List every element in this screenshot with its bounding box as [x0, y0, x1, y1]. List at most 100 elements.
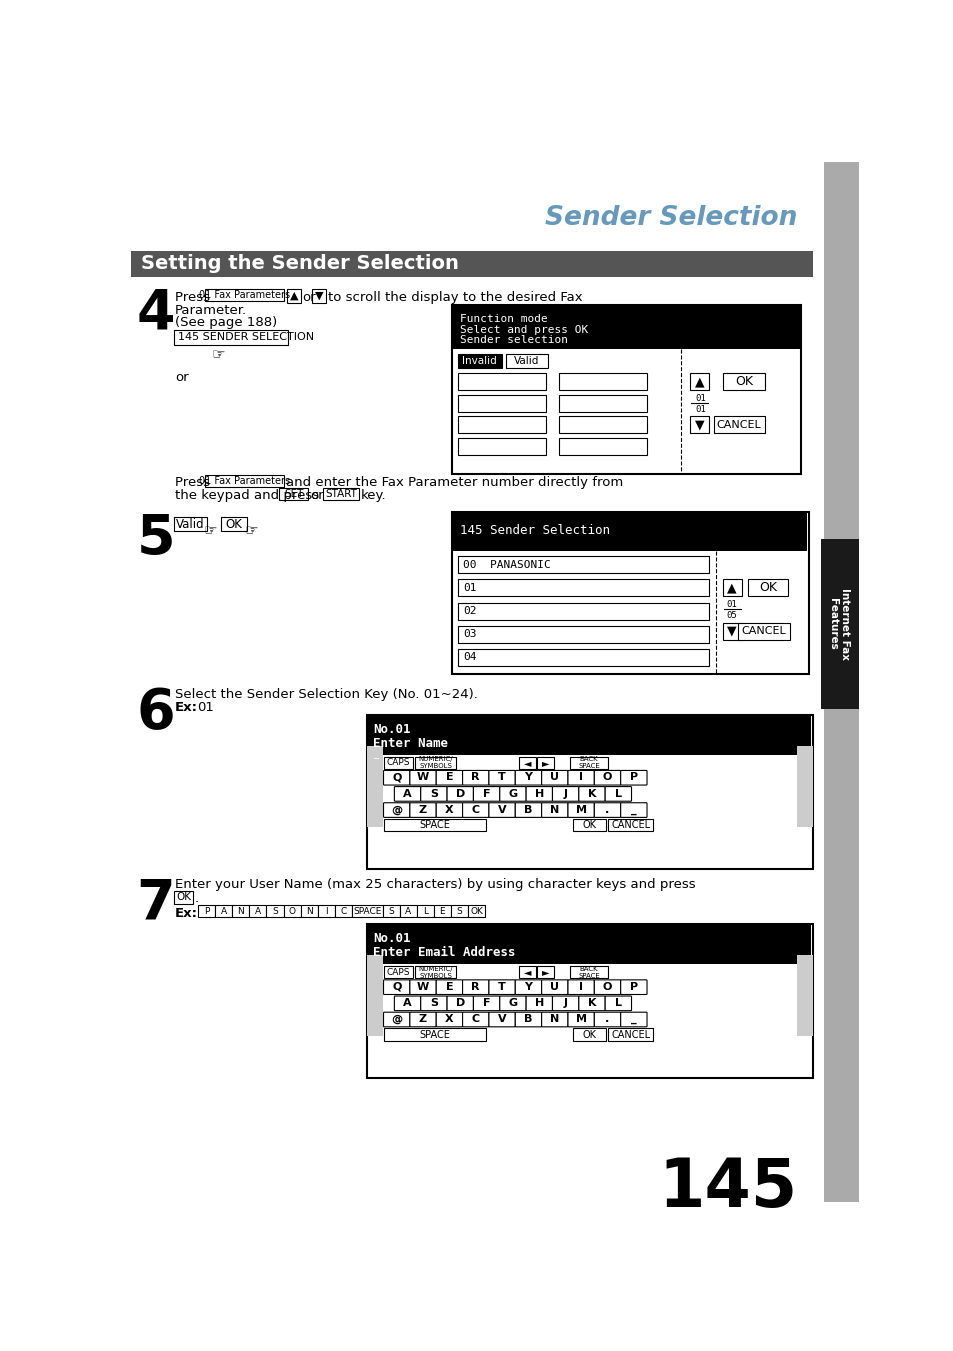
Text: ▲: ▲ — [290, 290, 298, 301]
Text: OK: OK — [582, 1029, 596, 1039]
FancyBboxPatch shape — [335, 905, 352, 917]
FancyBboxPatch shape — [249, 905, 266, 917]
FancyBboxPatch shape — [415, 757, 456, 769]
Text: Ex:: Ex: — [174, 701, 198, 715]
Text: 01 Fax Parameters: 01 Fax Parameters — [199, 476, 290, 486]
FancyBboxPatch shape — [525, 786, 552, 801]
FancyBboxPatch shape — [457, 557, 708, 573]
Text: ►: ► — [541, 967, 549, 977]
Text: CAPS: CAPS — [386, 758, 410, 767]
Text: Enter your User Name (max 25 characters) by using character keys and press: Enter your User Name (max 25 characters)… — [174, 878, 695, 892]
Text: 01: 01 — [196, 701, 213, 715]
FancyBboxPatch shape — [383, 802, 410, 817]
FancyBboxPatch shape — [383, 757, 413, 769]
Text: 145 SENDER SELECTION: 145 SENDER SELECTION — [178, 332, 314, 342]
Text: I: I — [578, 982, 582, 992]
FancyBboxPatch shape — [399, 905, 416, 917]
FancyBboxPatch shape — [541, 770, 567, 785]
Text: I: I — [578, 773, 582, 782]
Text: Enter Name: Enter Name — [373, 736, 448, 750]
FancyBboxPatch shape — [447, 786, 473, 801]
FancyBboxPatch shape — [558, 373, 646, 390]
Text: 03: 03 — [463, 630, 476, 639]
FancyBboxPatch shape — [515, 979, 541, 994]
Text: O: O — [602, 982, 612, 992]
Text: 01: 01 — [695, 405, 705, 413]
Text: Invalid: Invalid — [462, 355, 497, 366]
FancyBboxPatch shape — [499, 996, 525, 1011]
Text: E: E — [445, 982, 453, 992]
Bar — [131, 251, 812, 277]
FancyBboxPatch shape — [505, 354, 547, 367]
Bar — [797, 955, 812, 1036]
Text: Sender Selection: Sender Selection — [544, 204, 797, 231]
Text: Q: Q — [392, 773, 401, 782]
FancyBboxPatch shape — [518, 757, 536, 769]
Text: CANCEL: CANCEL — [740, 626, 785, 636]
FancyBboxPatch shape — [594, 1012, 620, 1027]
Text: SPACE: SPACE — [418, 820, 450, 830]
FancyBboxPatch shape — [462, 802, 488, 817]
Text: P: P — [204, 907, 210, 916]
Text: 6: 6 — [136, 686, 174, 740]
Text: Press: Press — [174, 290, 214, 304]
Text: Z: Z — [418, 805, 427, 815]
FancyBboxPatch shape — [594, 979, 620, 994]
Bar — [452, 304, 801, 474]
Text: N: N — [550, 1015, 558, 1024]
Text: ☞: ☞ — [204, 523, 217, 539]
Text: I: I — [325, 907, 327, 916]
FancyBboxPatch shape — [473, 996, 499, 1011]
FancyBboxPatch shape — [352, 905, 382, 917]
FancyBboxPatch shape — [558, 394, 646, 412]
Text: X: X — [445, 805, 454, 815]
Text: _: _ — [630, 805, 636, 815]
FancyBboxPatch shape — [420, 996, 447, 1011]
Text: _: _ — [373, 748, 378, 759]
FancyBboxPatch shape — [488, 1012, 515, 1027]
Text: SPACE: SPACE — [353, 907, 381, 916]
Text: ►: ► — [541, 758, 549, 767]
FancyBboxPatch shape — [620, 1012, 646, 1027]
Text: Select and press OK: Select and press OK — [459, 324, 588, 335]
FancyBboxPatch shape — [436, 1012, 462, 1027]
FancyBboxPatch shape — [569, 966, 608, 978]
Bar — [452, 304, 799, 349]
Bar — [367, 715, 812, 869]
FancyBboxPatch shape — [518, 966, 536, 978]
Text: U: U — [550, 982, 558, 992]
FancyBboxPatch shape — [323, 488, 358, 500]
Text: @: @ — [391, 1015, 402, 1024]
FancyBboxPatch shape — [541, 979, 567, 994]
Text: OK: OK — [176, 893, 191, 902]
FancyBboxPatch shape — [283, 905, 300, 917]
Text: V: V — [497, 1015, 506, 1024]
FancyBboxPatch shape — [174, 330, 288, 345]
Text: Setting the Sender Selection: Setting the Sender Selection — [141, 254, 458, 273]
Text: D: D — [456, 789, 464, 798]
Text: or: or — [174, 370, 189, 384]
FancyBboxPatch shape — [488, 979, 515, 994]
Text: K: K — [587, 998, 596, 1008]
Text: BACK
SPACE: BACK SPACE — [578, 757, 599, 769]
FancyBboxPatch shape — [541, 1012, 567, 1027]
FancyBboxPatch shape — [537, 757, 554, 769]
FancyBboxPatch shape — [394, 786, 420, 801]
FancyBboxPatch shape — [515, 1012, 541, 1027]
Text: B: B — [524, 805, 532, 815]
FancyBboxPatch shape — [558, 416, 646, 434]
FancyBboxPatch shape — [300, 905, 317, 917]
Text: J: J — [563, 998, 567, 1008]
FancyBboxPatch shape — [457, 626, 708, 643]
FancyBboxPatch shape — [567, 802, 594, 817]
FancyBboxPatch shape — [215, 905, 233, 917]
Bar — [367, 955, 382, 1036]
Bar — [823, 162, 858, 1202]
FancyBboxPatch shape — [457, 354, 501, 367]
Text: Valid: Valid — [514, 355, 539, 366]
FancyBboxPatch shape — [383, 1028, 485, 1040]
FancyBboxPatch shape — [488, 770, 515, 785]
Text: Select the Sender Selection Key (No. 01~24).: Select the Sender Selection Key (No. 01~… — [174, 688, 477, 701]
FancyBboxPatch shape — [287, 289, 301, 303]
Text: C: C — [471, 805, 479, 815]
